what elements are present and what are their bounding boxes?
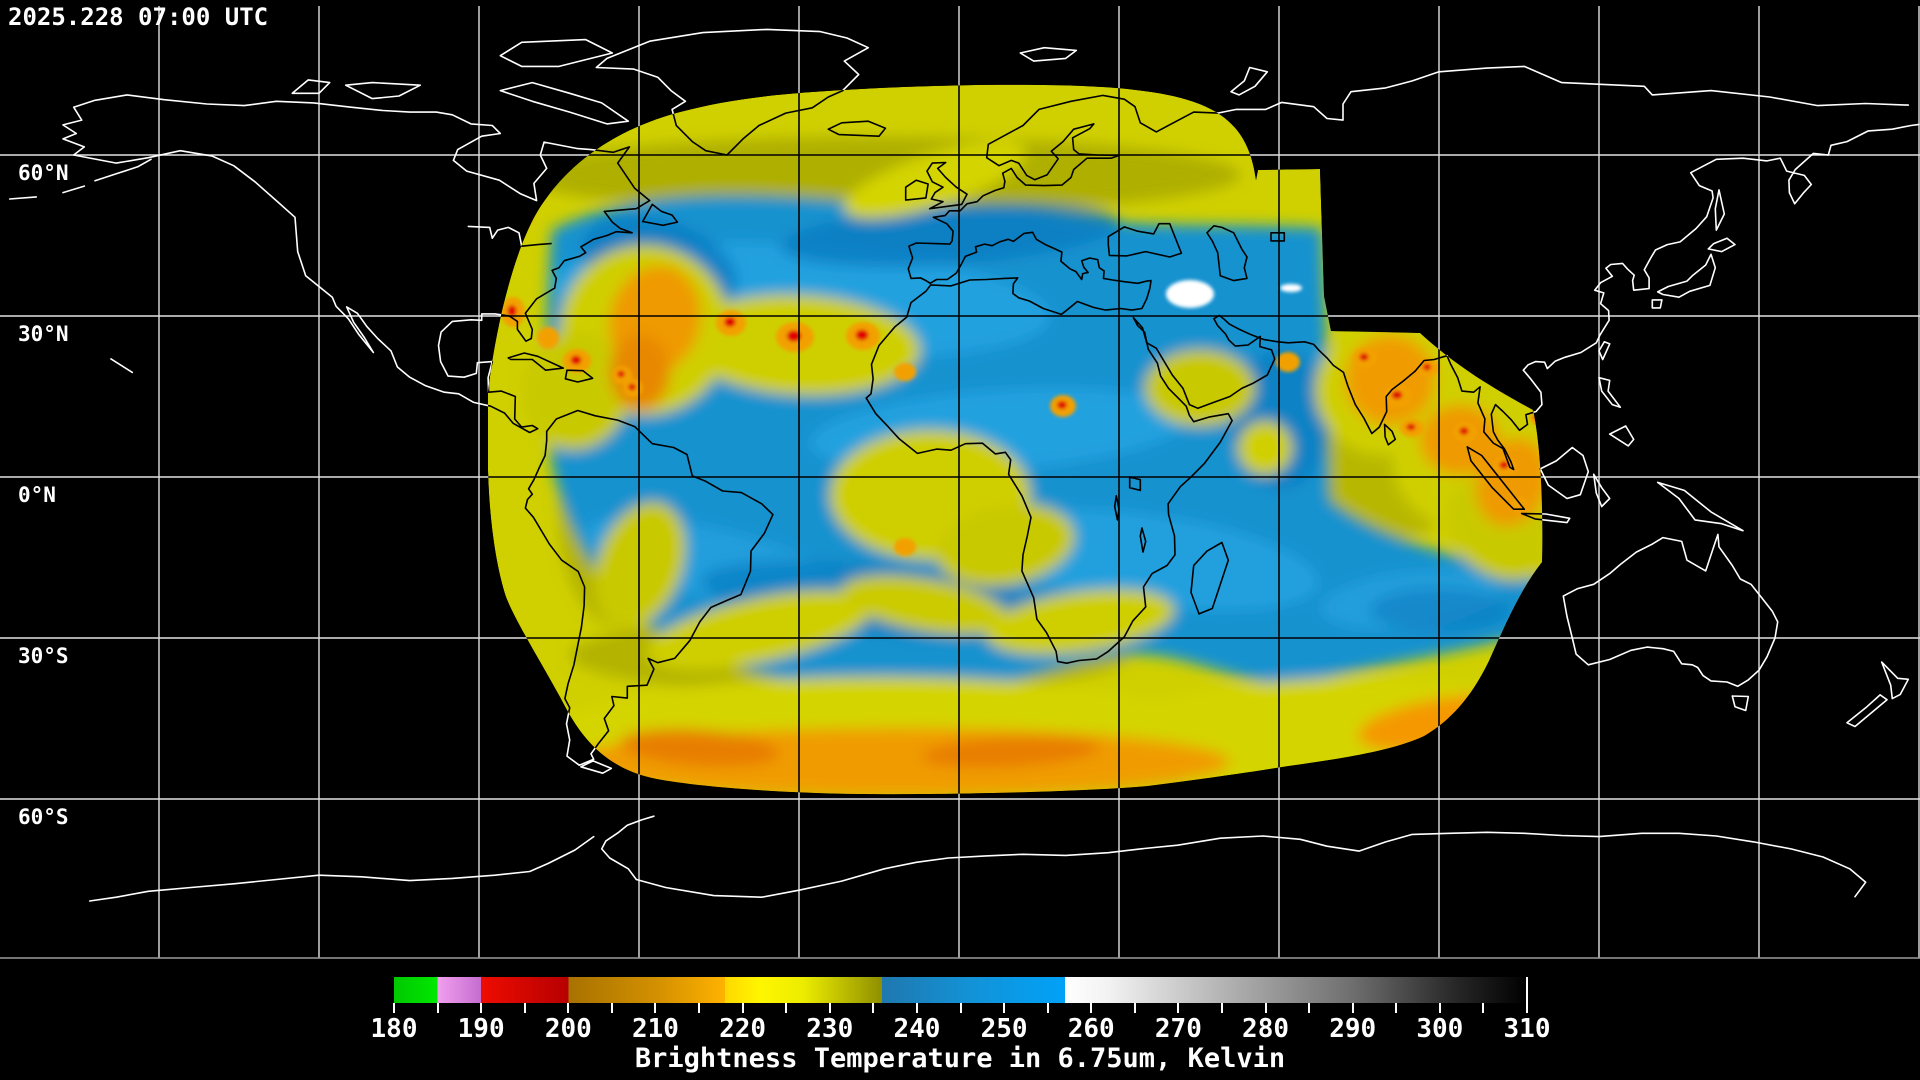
lat-label: 30°N xyxy=(18,322,69,346)
lat-label: 60°S xyxy=(18,805,69,829)
satellite-swath xyxy=(488,84,1543,795)
timestamp: 2025.228 07:00 UTC xyxy=(8,3,269,31)
lat-label: 60°N xyxy=(18,161,69,185)
graticule-lines xyxy=(0,5,1920,959)
lat-label: 0°N xyxy=(18,483,56,507)
lat-label: 30°S xyxy=(18,644,69,668)
